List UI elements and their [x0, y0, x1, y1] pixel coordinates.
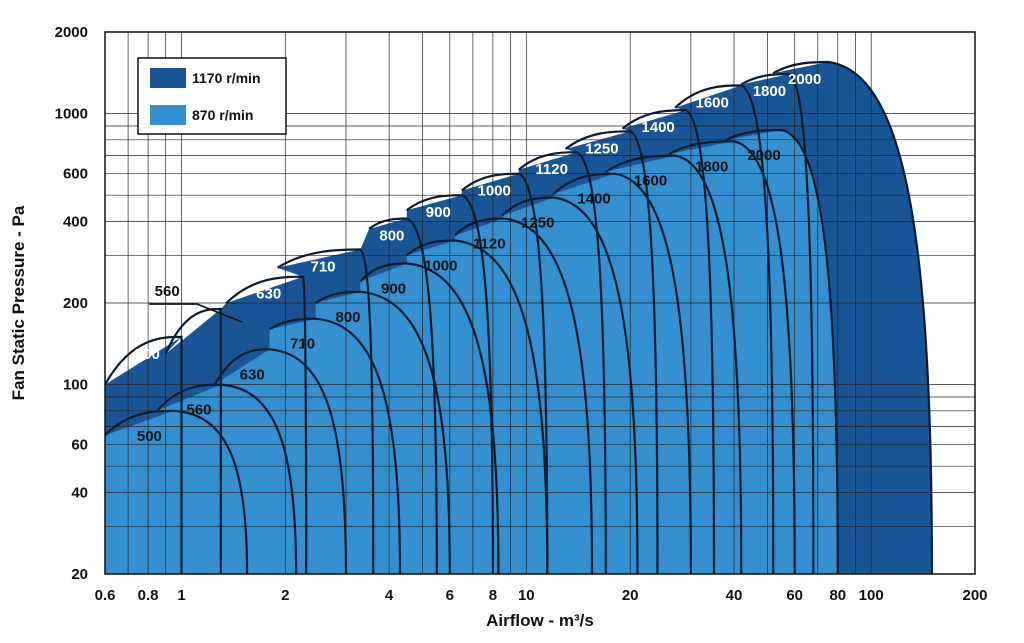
y-axis-ticks: 20 40 60 100 200 400 600 1000 2000: [55, 24, 88, 583]
y-tick-label: 200: [63, 295, 88, 312]
fan-curve-1170-size-1600: [674, 84, 775, 575]
legend-swatch-870: [150, 105, 186, 125]
curve-label-1170-900: 900: [426, 204, 451, 221]
fan-curve-lines: [104, 60, 933, 575]
fan-curve-1170-size-560: [164, 307, 222, 574]
curve-label-870-800: 800: [335, 309, 360, 326]
fan-curve-1170-size-1800: [740, 72, 815, 575]
fan-curve-870-size-1000: [406, 239, 549, 575]
curve-size-labels: 5006307108009001000112012501400160018002…: [135, 71, 822, 445]
fan-curve-1170-size-800: [368, 217, 438, 575]
fan-curve-870-size-2000: [725, 128, 839, 575]
curve-label-1170-800: 800: [379, 228, 404, 245]
curve-label-870-1400: 1400: [577, 191, 610, 208]
curve-label-870-500: 500: [137, 428, 162, 445]
y-tick-label: 400: [63, 213, 88, 230]
fan-curve-1170-size-630: [225, 275, 308, 575]
plot-frame: [104, 31, 976, 575]
fan-curve-870-size-630: [213, 348, 348, 575]
x-tick-label: 80: [829, 587, 846, 604]
fan-curve-1170-size-710: [277, 248, 375, 575]
curve-label-1170-1250: 1250: [585, 140, 618, 157]
x-axis-title: Airflow - m³/s: [486, 611, 594, 630]
x-tick-label: 2: [281, 587, 289, 604]
fan-curve-1170-size-1250: [564, 130, 659, 575]
fan-curve-870-size-560: [156, 383, 298, 575]
y-tick-label: 20: [71, 566, 88, 583]
x-tick-label: 0.6: [95, 587, 116, 604]
x-tick-label: 60: [786, 587, 803, 604]
curve-label-1170-560: 560: [155, 283, 180, 300]
x-tick-label: 1: [177, 587, 185, 604]
fan-curve-870-size-1250: [501, 196, 639, 575]
fan-curve-1170-size-1000: [461, 172, 549, 575]
curve-label-870-560: 560: [186, 402, 211, 419]
fan-curve-1170-size-1120: [517, 151, 607, 575]
fan-curve-870-size-1400: [552, 172, 692, 575]
fan-curve-870-size-710: [268, 317, 402, 575]
x-axis-ticks: 0.6 0.8 1 2 4 6 8 10 20 40 60 80 100 200: [95, 587, 988, 604]
y-tick-label: 40: [71, 484, 88, 501]
fan-curve-870-size-500: [104, 409, 249, 575]
x-tick-label: 4: [385, 587, 394, 604]
curve-label-1170-1120: 1120: [535, 161, 568, 178]
y-tick-label: 100: [63, 377, 88, 394]
x-tick-label: 20: [622, 587, 639, 604]
fan-curve-870-size-800: [315, 290, 451, 575]
leader-line-560: [149, 303, 243, 323]
legend: 1170 r/min 870 r/min: [137, 57, 287, 135]
y-tick-label: 2000: [55, 24, 88, 41]
legend-label-1170: 1170 r/min: [192, 70, 261, 86]
curve-label-1170-1000: 1000: [478, 183, 511, 200]
y-tick-label: 1000: [55, 106, 88, 123]
fan-curve-870-size-1800: [668, 140, 796, 575]
fan-curve-1170-size-500: [104, 335, 183, 574]
fan-curve-870-size-1600: [605, 154, 743, 575]
curve-label-870-1120: 1120: [473, 236, 506, 253]
curve-label-870-710: 710: [290, 336, 315, 353]
curve-label-1170-1400: 1400: [641, 119, 674, 136]
curve-label-870-1600: 1600: [634, 173, 667, 190]
legend-label-870: 870 r/min: [192, 107, 253, 123]
curve-label-870-900: 900: [381, 280, 406, 297]
fan-curve-870-size-1120: [454, 217, 594, 575]
fan-curve-870-size-900: [359, 262, 500, 575]
legend-swatch-1170: [150, 68, 186, 88]
x-tick-label: 200: [962, 587, 987, 604]
x-tick-label: 6: [446, 587, 454, 604]
x-tick-label: 10: [518, 587, 535, 604]
curve-label-1170-500: 500: [135, 346, 160, 363]
curve-label-1170-1600: 1600: [696, 94, 729, 111]
curve-label-1170-630: 630: [256, 286, 281, 303]
curve-label-1170-2000: 2000: [788, 71, 821, 88]
y-axis-title: Fan Static Pressure - Pa: [9, 205, 28, 400]
curve-label-870-1000: 1000: [424, 258, 457, 275]
curve-label-1170-710: 710: [310, 259, 335, 276]
x-tick-label: 0.8: [138, 587, 159, 604]
curve-label-1170-1800: 1800: [753, 83, 786, 100]
curve-label-870-2000: 2000: [747, 147, 780, 164]
y-tick-label: 60: [71, 437, 88, 454]
curve-label-870-630: 630: [240, 366, 265, 383]
x-tick-label: 100: [859, 587, 884, 604]
x-tick-label: 8: [489, 587, 497, 604]
curve-label-870-1800: 1800: [695, 158, 728, 175]
curve-label-870-1250: 1250: [521, 215, 554, 232]
y-tick-label: 600: [63, 166, 88, 183]
x-tick-label: 40: [726, 587, 743, 604]
fan-curve-1170-size-2000: [772, 60, 933, 575]
